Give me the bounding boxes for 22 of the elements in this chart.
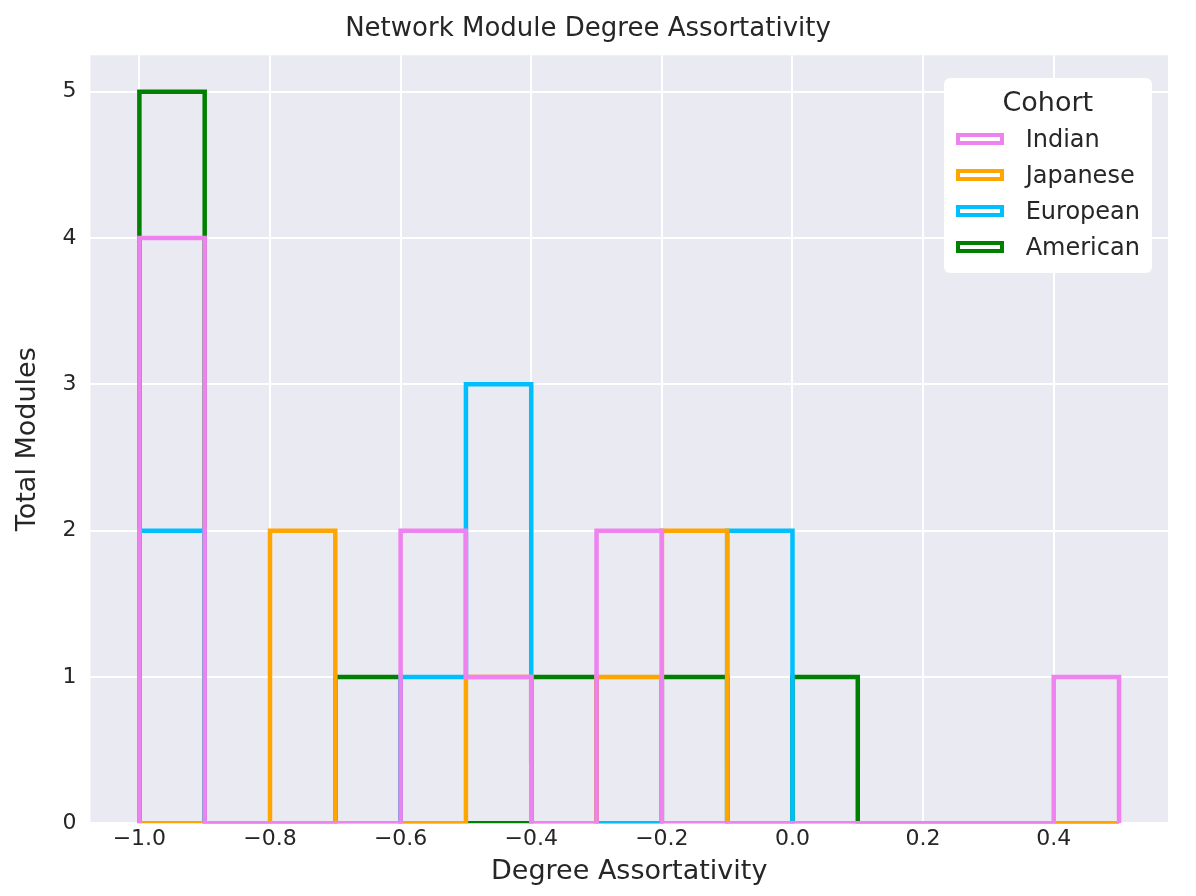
chart-title: Network Module Degree Assortativity [345,12,831,43]
x-tick-label: −0.8 [243,825,297,851]
y-axis-title: Total Modules [10,347,42,533]
y-tick-label: 5 [62,77,77,103]
x-tick-label: 0.0 [774,825,810,851]
legend-label: Indian [1025,124,1100,155]
x-axis-title: Degree Assortativity [491,853,768,885]
x-tick-label: −0.4 [504,825,558,851]
legend-label: American [1025,232,1140,263]
legend-label: Japanese [1025,160,1135,191]
x-tick-label: 0.4 [1036,825,1072,851]
x-tick-label: 0.2 [905,825,941,851]
legend-title: Cohort [1001,86,1095,117]
y-tick-label: 3 [62,370,77,396]
y-tick-label: 4 [62,223,77,249]
x-tick-label: −0.6 [373,825,428,851]
y-tick-label: 2 [62,516,77,542]
y-tick-label: 0 [62,808,77,834]
x-tick-label: −1.0 [112,825,167,851]
y-tick-label: 1 [62,662,77,688]
legend-label: European [1025,196,1140,227]
x-tick-label: −0.2 [635,825,689,851]
